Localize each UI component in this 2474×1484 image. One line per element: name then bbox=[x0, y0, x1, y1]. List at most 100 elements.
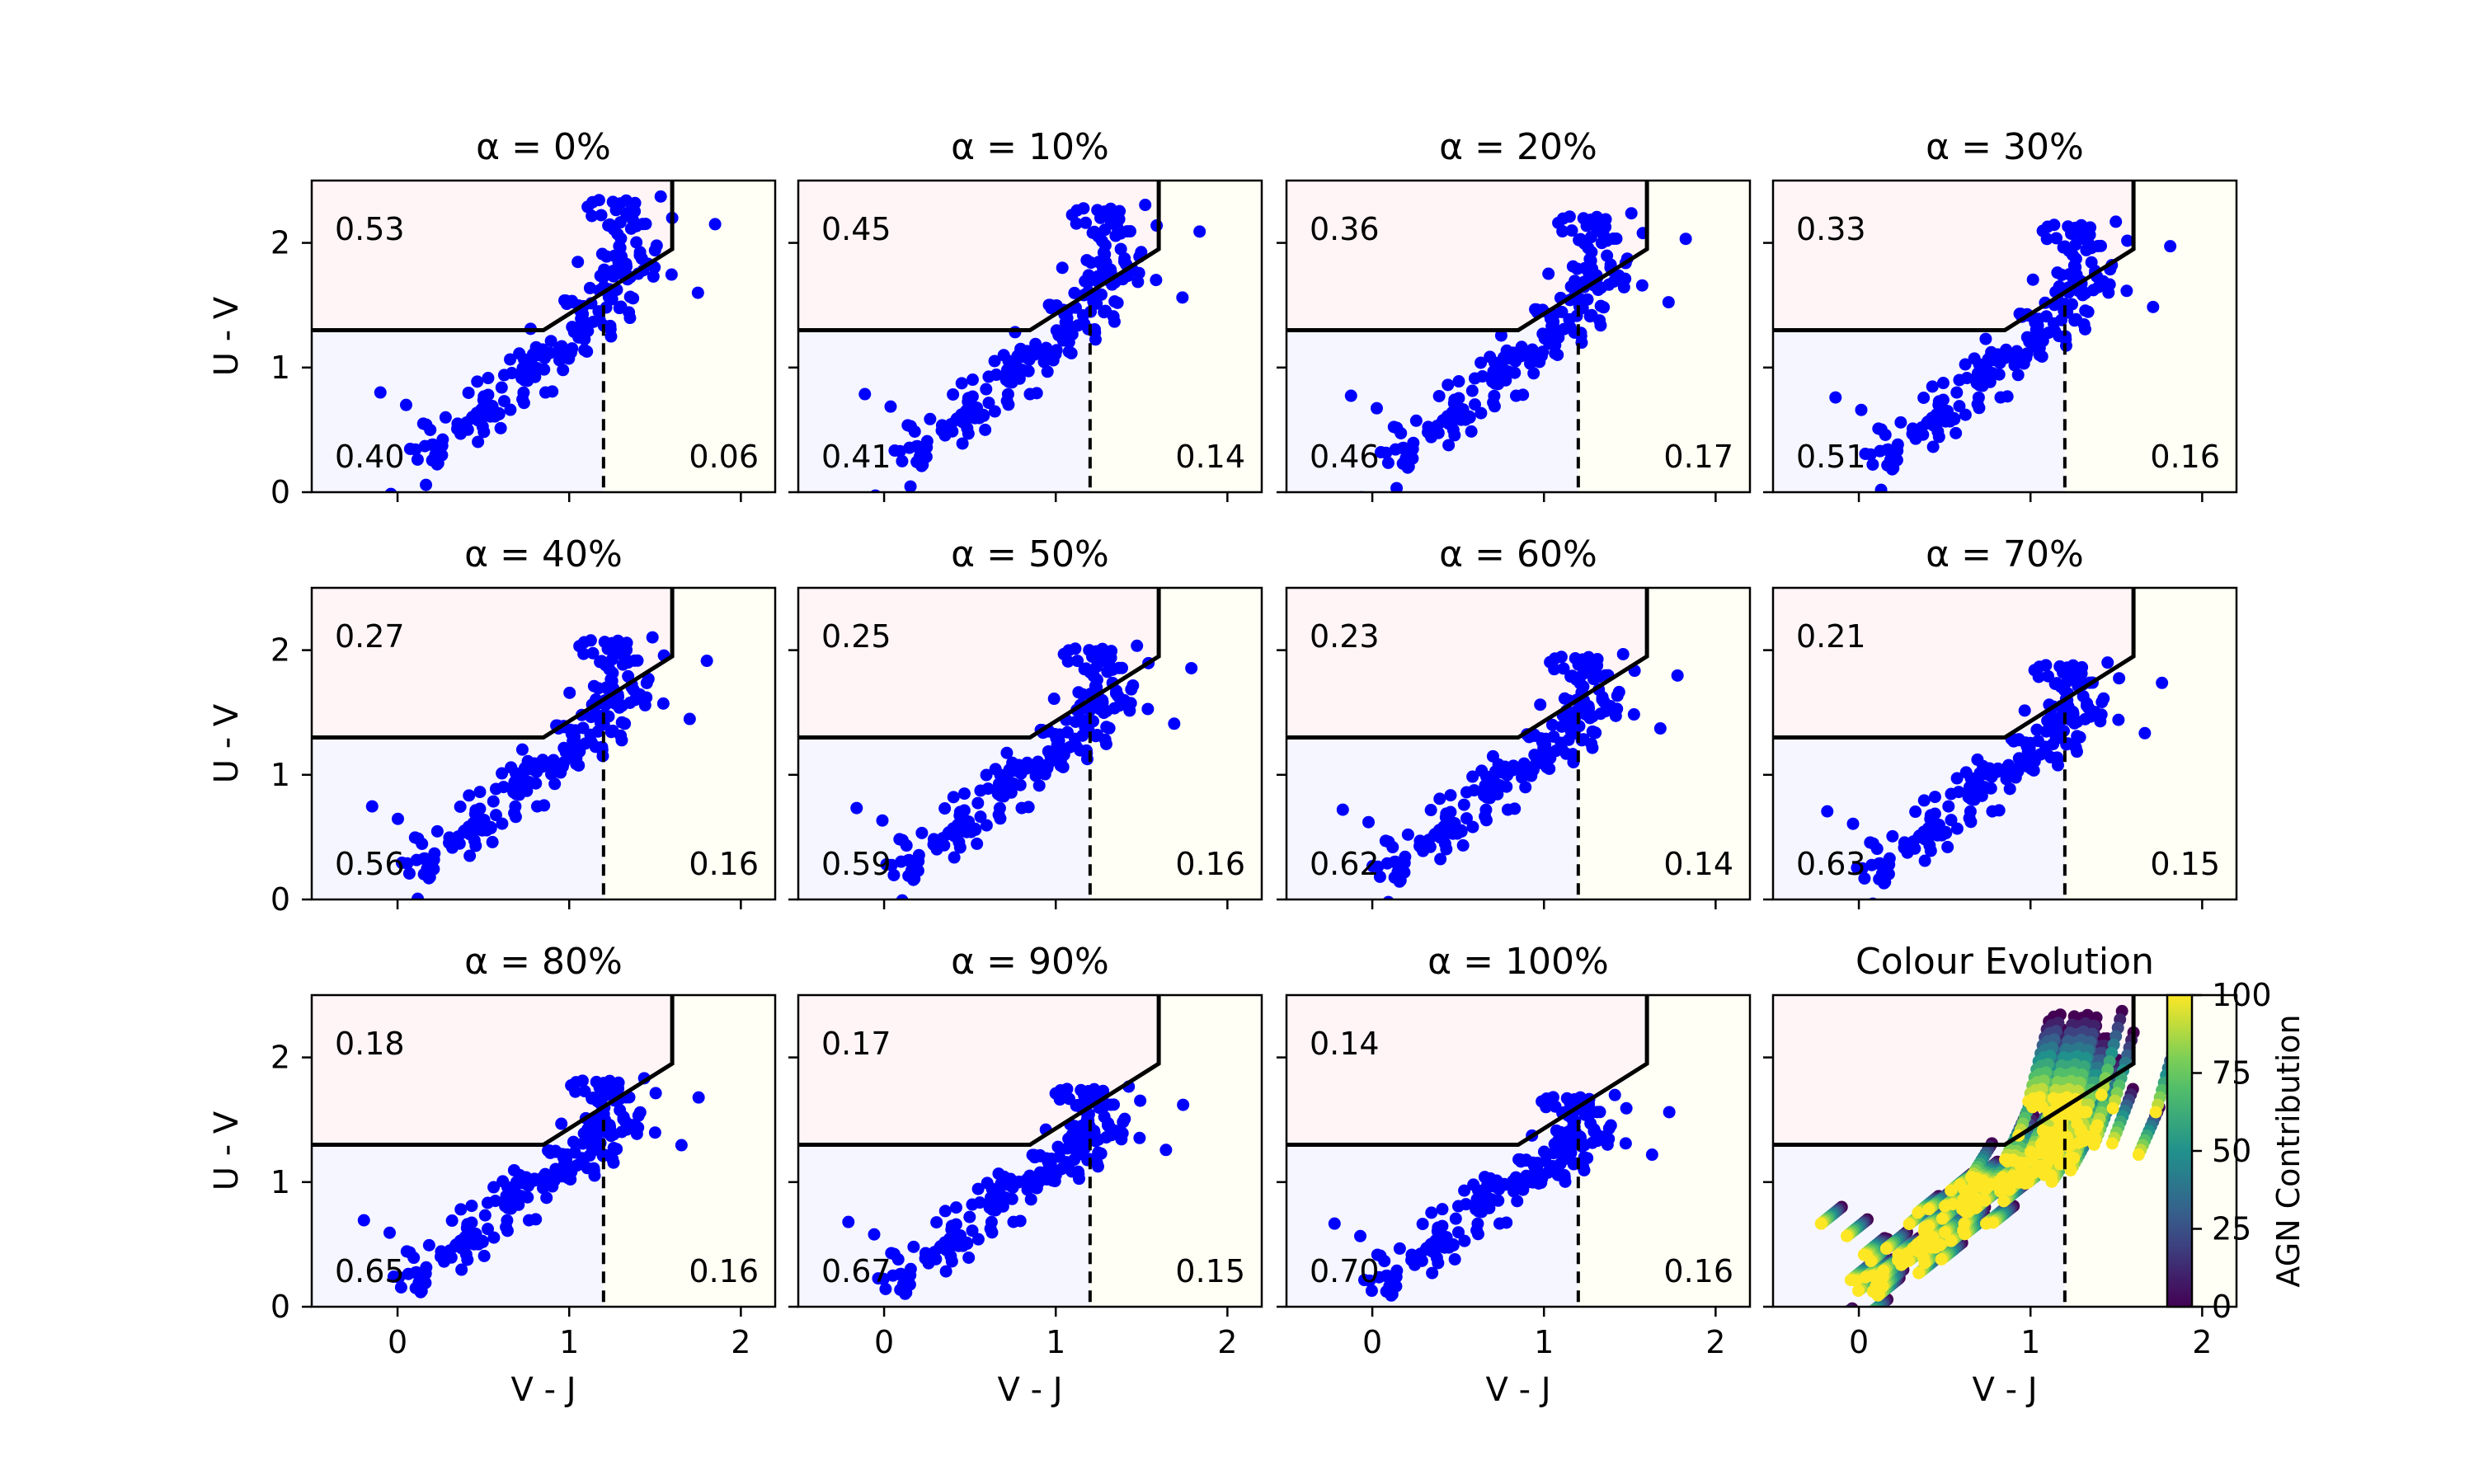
evolution-point bbox=[1866, 1270, 1879, 1283]
galaxy-point bbox=[516, 362, 529, 375]
galaxy-point bbox=[402, 866, 416, 880]
galaxy-point bbox=[1566, 721, 1579, 735]
galaxy-point bbox=[2053, 330, 2066, 343]
galaxy-point bbox=[1821, 805, 1834, 818]
galaxy-point bbox=[539, 1167, 552, 1181]
evolution-point bbox=[2044, 1148, 2058, 1161]
evolution-point bbox=[1978, 1194, 1992, 1207]
galaxy-point bbox=[1584, 1106, 1597, 1120]
galaxy-point bbox=[861, 904, 873, 916]
galaxy-point bbox=[1432, 426, 1445, 439]
galaxy-point bbox=[1984, 782, 1997, 795]
galaxy-point bbox=[1045, 302, 1058, 315]
galaxy-point bbox=[1971, 367, 1984, 380]
galaxy-point bbox=[2067, 659, 2080, 672]
galaxy-point bbox=[893, 833, 906, 846]
quiescent-fraction: 0.53 bbox=[335, 211, 405, 247]
galaxy-point bbox=[1362, 815, 1375, 829]
galaxy-point bbox=[1383, 1280, 1396, 1293]
galaxy-point bbox=[604, 330, 618, 343]
galaxy-point bbox=[946, 425, 959, 438]
galaxy-point bbox=[1456, 838, 1470, 852]
evolution-point bbox=[1838, 1309, 1851, 1322]
galaxy-point bbox=[1089, 333, 1102, 346]
galaxy-point bbox=[2076, 285, 2089, 298]
galaxy-point bbox=[1486, 749, 1499, 763]
galaxy-point bbox=[1070, 1099, 1083, 1112]
galaxy-point bbox=[612, 646, 625, 659]
galaxy-point bbox=[1110, 684, 1123, 697]
galaxy-point bbox=[1516, 771, 1529, 784]
galaxy-point bbox=[901, 854, 915, 867]
galaxy-point bbox=[482, 372, 495, 385]
galaxy-point bbox=[984, 1191, 997, 1205]
galaxy-point bbox=[1118, 251, 1131, 265]
axes-frame bbox=[310, 993, 777, 1308]
panel-title: α = 10% bbox=[951, 126, 1109, 168]
galaxy-point bbox=[1468, 784, 1481, 797]
galaxy-point bbox=[945, 1223, 958, 1236]
galaxy-point bbox=[665, 268, 678, 281]
galaxy-point bbox=[1448, 429, 1461, 442]
star-forming-fraction: 0.65 bbox=[335, 1253, 405, 1289]
galaxy-point bbox=[377, 902, 389, 914]
dusty-fraction: 0.14 bbox=[1175, 439, 1245, 475]
galaxy-point bbox=[1099, 737, 1112, 750]
y-tick-label: 1 bbox=[270, 1164, 290, 1200]
panel-title: α = 80% bbox=[464, 941, 623, 983]
galaxy-point bbox=[539, 386, 552, 399]
galaxy-point bbox=[1446, 1238, 1460, 1252]
galaxy-point bbox=[2050, 232, 2063, 245]
galaxy-point bbox=[1594, 299, 1607, 312]
galaxy-point bbox=[1994, 391, 2007, 404]
panel-title: α = 100% bbox=[1427, 941, 1609, 983]
galaxy-point bbox=[1102, 1116, 1115, 1129]
galaxy-point bbox=[1475, 406, 1488, 420]
evolution-point bbox=[1979, 1217, 1992, 1230]
galaxy-point bbox=[455, 1263, 468, 1276]
dusty-fraction: 0.16 bbox=[1663, 1253, 1733, 1289]
galaxy-point bbox=[1679, 232, 1692, 246]
evolution-point bbox=[1826, 1319, 1838, 1331]
galaxy-point bbox=[1558, 1148, 1571, 1161]
uvj-boundary bbox=[1773, 995, 2136, 1147]
galaxy-point bbox=[1061, 328, 1074, 341]
galaxy-point bbox=[963, 1210, 976, 1223]
galaxy-point bbox=[904, 1269, 917, 1282]
evolution-point bbox=[1954, 1178, 1967, 1191]
evolution-point bbox=[2048, 1138, 2061, 1151]
galaxy-point bbox=[394, 1280, 407, 1294]
galaxy-point bbox=[945, 1255, 958, 1268]
galaxy-point bbox=[1507, 1185, 1521, 1198]
galaxy-point bbox=[1344, 389, 1357, 402]
galaxy-point bbox=[497, 395, 510, 408]
galaxy-point bbox=[992, 1167, 1005, 1181]
dusty-region bbox=[603, 995, 775, 1307]
galaxy-point bbox=[935, 419, 948, 432]
galaxy-point bbox=[1864, 836, 1877, 849]
galaxy-point bbox=[1829, 391, 1842, 404]
galaxy-point bbox=[587, 1138, 600, 1151]
galaxy-point bbox=[1123, 225, 1136, 238]
evolution-point bbox=[1876, 1270, 1889, 1284]
quiescent-fraction: 0.21 bbox=[1796, 618, 1866, 655]
dusty-region bbox=[2064, 588, 2236, 899]
galaxy-point bbox=[1921, 416, 1934, 430]
galaxy-point bbox=[623, 290, 637, 303]
dusty-fraction: 0.16 bbox=[689, 846, 759, 882]
galaxy-point bbox=[876, 814, 889, 827]
galaxy-point bbox=[563, 686, 576, 699]
galaxy-point bbox=[2000, 773, 2013, 786]
galaxy-point bbox=[1886, 829, 1899, 843]
galaxy-point bbox=[1052, 749, 1065, 762]
colorbar-label: AGN Contribution bbox=[2270, 1014, 2307, 1287]
panel-title: α = 50% bbox=[951, 533, 1109, 575]
galaxy-point bbox=[506, 367, 519, 380]
galaxy-point bbox=[1569, 276, 1582, 289]
y-axis-label: U - V bbox=[208, 296, 246, 376]
galaxy-point bbox=[1382, 895, 1395, 899]
galaxy-point bbox=[1986, 805, 1999, 818]
galaxy-point bbox=[995, 789, 1008, 802]
galaxy-point bbox=[1594, 319, 1607, 332]
